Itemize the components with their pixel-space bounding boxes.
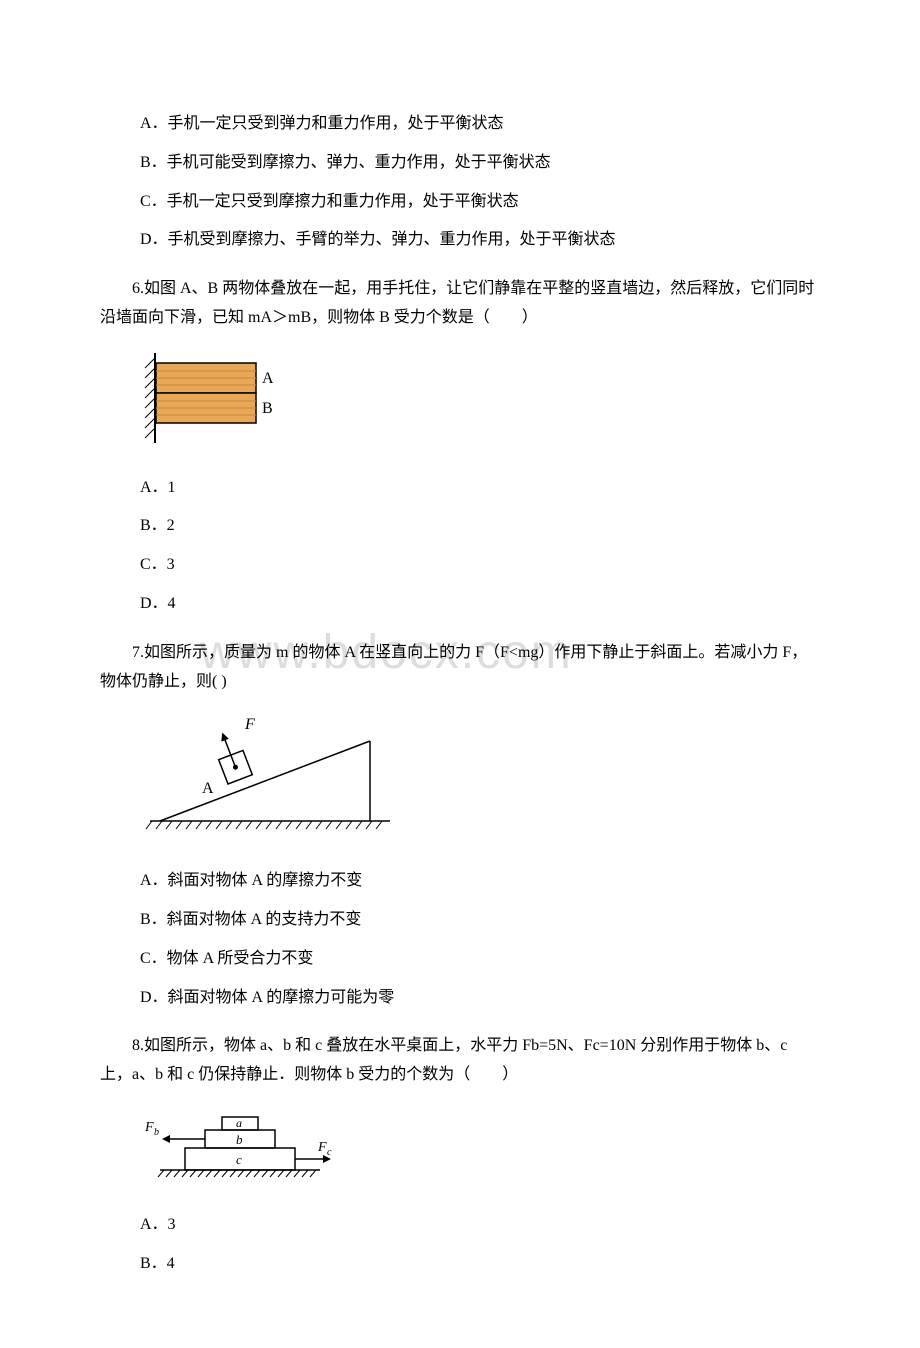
q7-label-a: A (202, 780, 214, 797)
q5-option-a: A．手机一定只受到弹力和重力作用，处于平衡状态 (140, 110, 820, 139)
q5-option-c: C．手机一定只受到摩擦力和重力作用，处于平衡状态 (140, 188, 820, 217)
q8-label-fb: F (144, 1120, 154, 1135)
q7-diagram: F A (140, 711, 820, 852)
q6-option-d: D．4 (140, 590, 820, 619)
q6-label-a: A (262, 370, 274, 387)
q7-option-d: D．斜面对物体 A 的摩擦力可能为零 (140, 984, 820, 1013)
q5-option-d: D．手机受到摩擦力、手臂的举力、弹力、重力作用，处于平衡状态 (140, 226, 820, 255)
q7-option-c: C．物体 A 所受合力不变 (140, 945, 820, 974)
svg-text:c: c (327, 1147, 332, 1158)
q7-label-f: F (244, 716, 255, 733)
q5-option-b: B．手机可能受到摩擦力、弹力、重力作用，处于平衡状态 (140, 149, 820, 178)
q8-label-fc: F (317, 1140, 327, 1155)
q6-text: 6.如图 A、B 两物体叠放在一起，用手托住，让它们静靠在平整的竖直墙边，然后释… (100, 275, 820, 333)
svg-text:b: b (154, 1127, 159, 1138)
q7-text: 7.如图所示，质量为 m 的物体 A 在竖直向上的力 F（F<mg）作用下静止于… (100, 639, 820, 697)
q8-diagram: a b c F b F c (140, 1105, 820, 1196)
q6-option-c: C．3 (140, 551, 820, 580)
q6-label-b: B (262, 400, 273, 417)
q6-diagram: A B (140, 348, 820, 459)
q7-option-b: B．斜面对物体 A 的支持力不变 (140, 906, 820, 935)
q8-option-a: A．3 (140, 1211, 820, 1240)
q6-option-a: A．1 (140, 474, 820, 503)
q8-label-a: a (236, 1116, 242, 1130)
q7-option-a: A．斜面对物体 A 的摩擦力不变 (140, 867, 820, 896)
q8-text: 8.如图所示，物体 a、b 和 c 叠放在水平桌面上，水平力 Fb=5N、Fc=… (100, 1032, 820, 1090)
q6-option-b: B．2 (140, 512, 820, 541)
q8-label-c: c (236, 1152, 242, 1167)
document-content: A．手机一定只受到弹力和重力作用，处于平衡状态 B．手机可能受到摩擦力、弹力、重… (100, 110, 820, 1278)
q8-option-b: B．4 (140, 1250, 820, 1279)
q8-label-b: b (236, 1132, 243, 1147)
